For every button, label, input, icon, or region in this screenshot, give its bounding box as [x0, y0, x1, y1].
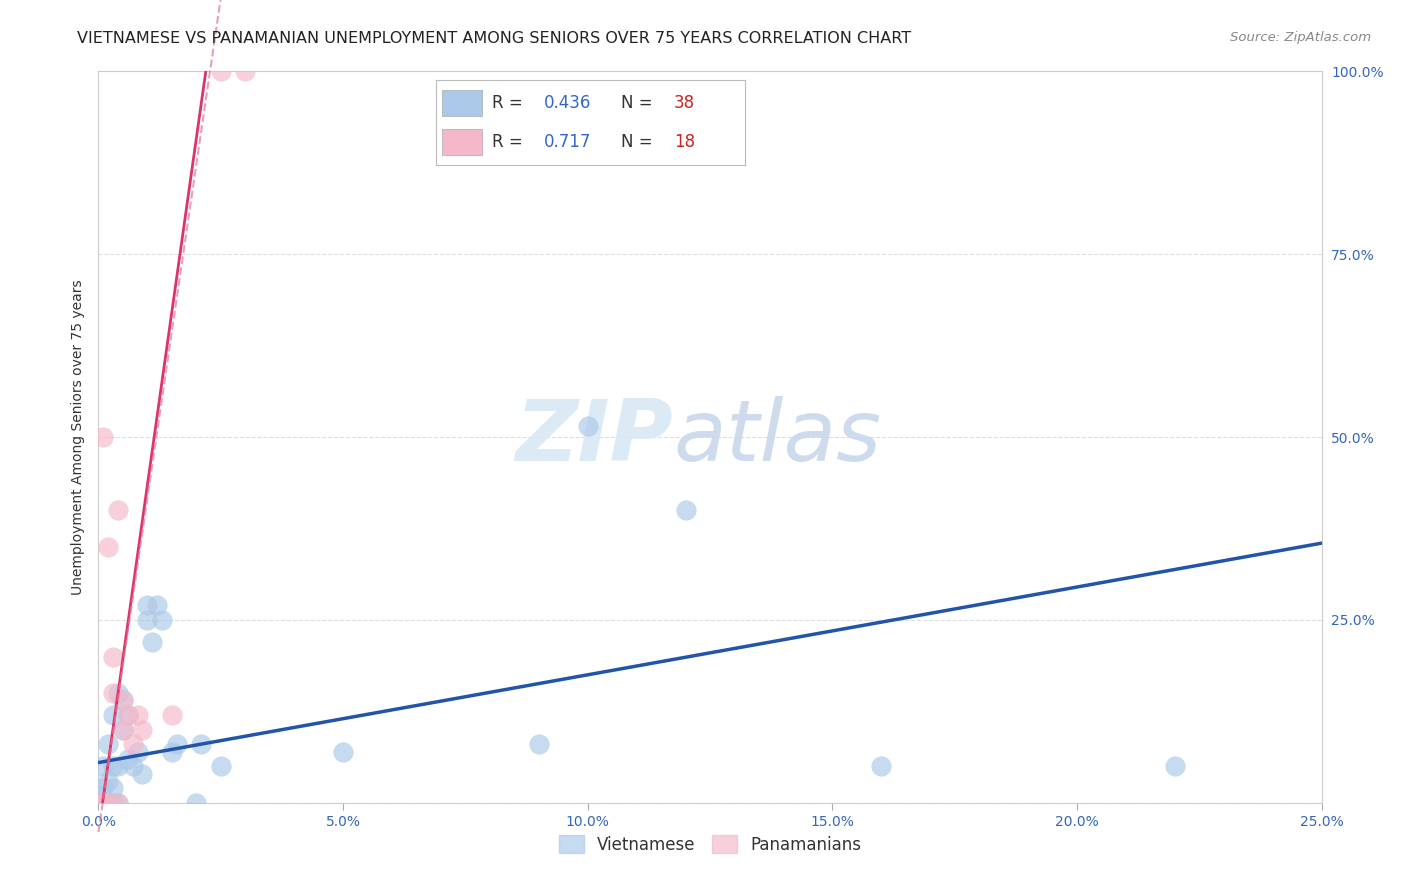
- Legend: Vietnamese, Panamanians: Vietnamese, Panamanians: [553, 829, 868, 860]
- Point: [101, 781, 124, 796]
- Text: 18: 18: [673, 133, 695, 151]
- Point: [186, 796, 208, 810]
- Point: [107, 759, 129, 773]
- Point: [166, 737, 188, 751]
- Point: [146, 599, 169, 613]
- Point: [107, 686, 129, 700]
- Point: [101, 649, 124, 664]
- Point: [107, 503, 129, 517]
- Point: [131, 766, 153, 780]
- Point: [111, 723, 134, 737]
- Text: ZIP: ZIP: [516, 395, 673, 479]
- Text: R =: R =: [492, 133, 527, 151]
- Point: [870, 759, 893, 773]
- Point: [121, 759, 143, 773]
- Point: [101, 686, 124, 700]
- Point: [91, 781, 114, 796]
- Point: [141, 635, 163, 649]
- Text: Source: ZipAtlas.com: Source: ZipAtlas.com: [1230, 31, 1371, 45]
- Text: N =: N =: [621, 95, 658, 112]
- Point: [107, 796, 129, 810]
- Point: [150, 613, 173, 627]
- Point: [87, 796, 110, 810]
- Point: [91, 759, 114, 773]
- Point: [111, 693, 134, 707]
- Point: [160, 745, 183, 759]
- Point: [97, 796, 120, 810]
- Point: [332, 745, 354, 759]
- Point: [527, 737, 550, 751]
- Point: [131, 723, 153, 737]
- Point: [127, 745, 149, 759]
- Point: [111, 693, 134, 707]
- Point: [233, 64, 256, 78]
- Point: [121, 737, 143, 751]
- Point: [87, 789, 110, 803]
- Point: [97, 737, 120, 751]
- Point: [136, 599, 159, 613]
- Point: [209, 64, 232, 78]
- FancyBboxPatch shape: [441, 90, 482, 116]
- Point: [127, 708, 149, 723]
- Point: [97, 773, 120, 788]
- Point: [136, 613, 159, 627]
- FancyBboxPatch shape: [441, 129, 482, 155]
- Text: N =: N =: [621, 133, 658, 151]
- Point: [107, 796, 129, 810]
- Point: [111, 723, 134, 737]
- Y-axis label: Unemployment Among Seniors over 75 years: Unemployment Among Seniors over 75 years: [70, 279, 84, 595]
- Point: [91, 796, 114, 810]
- Point: [97, 796, 120, 810]
- Point: [675, 503, 697, 517]
- Point: [91, 430, 114, 444]
- Text: 0.436: 0.436: [544, 95, 592, 112]
- Point: [190, 737, 212, 751]
- Point: [1164, 759, 1187, 773]
- Point: [101, 796, 124, 810]
- Point: [87, 796, 110, 810]
- Point: [117, 708, 139, 723]
- Text: 0.717: 0.717: [544, 133, 592, 151]
- Point: [91, 796, 114, 810]
- Point: [97, 540, 120, 554]
- Text: 38: 38: [673, 95, 695, 112]
- Point: [576, 419, 599, 434]
- Text: R =: R =: [492, 95, 527, 112]
- Text: atlas: atlas: [673, 395, 882, 479]
- Point: [160, 708, 183, 723]
- Point: [117, 708, 139, 723]
- Point: [101, 759, 124, 773]
- Text: VIETNAMESE VS PANAMANIAN UNEMPLOYMENT AMONG SENIORS OVER 75 YEARS CORRELATION CH: VIETNAMESE VS PANAMANIAN UNEMPLOYMENT AM…: [77, 31, 911, 46]
- Point: [101, 708, 124, 723]
- Point: [117, 752, 139, 766]
- Point: [209, 759, 232, 773]
